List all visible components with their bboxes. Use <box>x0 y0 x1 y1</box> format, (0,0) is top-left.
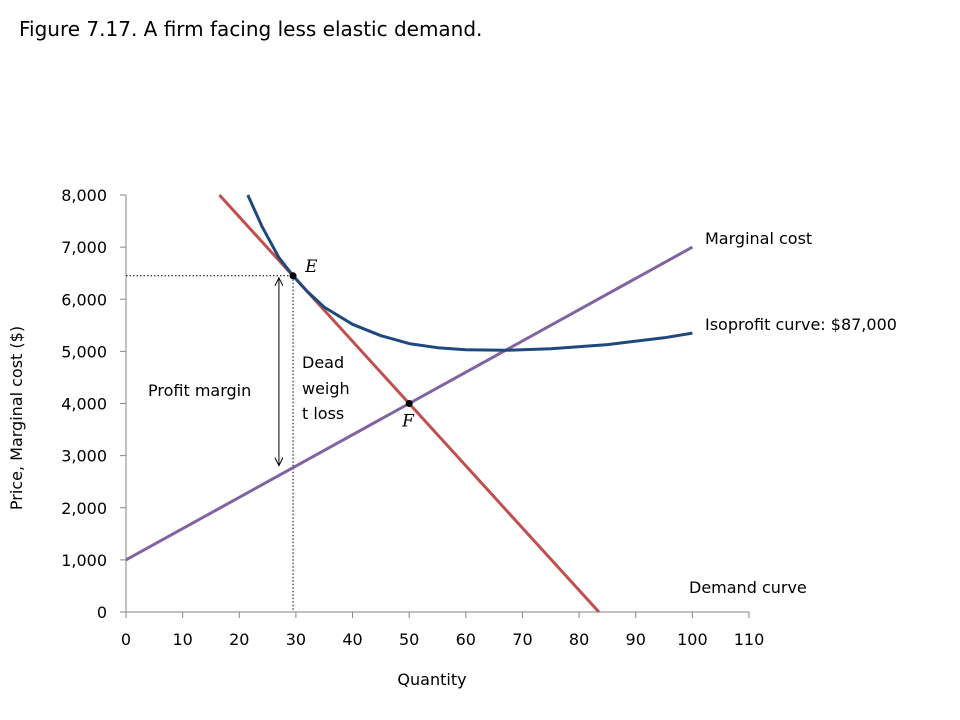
y-tick-label: 2,000 <box>61 499 107 518</box>
x-tick-label: 70 <box>512 630 532 649</box>
point-label-f: F <box>401 412 415 432</box>
x-tick-label: 0 <box>121 630 131 649</box>
y-tick-label: 5,000 <box>61 342 107 361</box>
deadweight-loss-label-line3: t loss <box>302 404 344 423</box>
x-tick-label: 90 <box>626 630 646 649</box>
x-tick-label: 100 <box>677 630 708 649</box>
point-f <box>405 400 413 407</box>
y-tick-label: 4,000 <box>61 395 107 414</box>
axes: 0 1,000 2,000 3,000 4,000 5,000 6,000 7,000 8,00… <box>61 186 764 649</box>
y-tick-label: 8,000 <box>61 186 107 205</box>
profit-margin-label: Profit margin <box>148 381 251 400</box>
point-label-e: E <box>304 257 318 277</box>
y-tick-label: 3,000 <box>61 447 107 466</box>
point-e <box>289 272 297 280</box>
y-tick-label: 6,000 <box>61 290 107 309</box>
y-ticks: 0 1,000 2,000 3,000 4,000 5,000 6,000 7,000 8,00… <box>61 186 126 622</box>
x-tick-label: 50 <box>399 630 419 649</box>
x-tick-label: 10 <box>172 630 192 649</box>
series-label-marginal-cost: Marginal cost <box>705 229 812 248</box>
x-tick-label: 60 <box>456 630 476 649</box>
series-line-isoprofit-curve-87-000 <box>246 194 693 352</box>
deadweight-loss-label-line2: weigh <box>302 379 350 398</box>
x-tick-label: 80 <box>569 630 589 649</box>
x-ticks: 0 10 20 30 40 50 60 70 80 90 100 110 <box>121 612 764 649</box>
x-tick-label: 30 <box>286 630 306 649</box>
y-tick-label: 7,000 <box>61 238 107 257</box>
series-label-demand: Demand curve <box>689 578 807 597</box>
y-axis-title: Price, Marginal cost ($) <box>7 326 26 510</box>
x-axis-title: Quantity <box>397 670 466 689</box>
chart-title: Figure 7.17. A firm facing less elastic … <box>19 17 483 41</box>
x-tick-label: 110 <box>734 630 765 649</box>
x-tick-label: 40 <box>342 630 362 649</box>
equilibrium-points: EF <box>289 257 415 432</box>
x-tick-label: 20 <box>229 630 249 649</box>
y-tick-label: 1,000 <box>61 551 107 570</box>
deadweight-loss-label-line1: Dead <box>302 353 344 372</box>
y-tick-label: 0 <box>97 603 107 622</box>
reference-lines <box>126 275 294 612</box>
series-label-isoprofit: Isoprofit curve: $87,000 <box>705 315 897 334</box>
